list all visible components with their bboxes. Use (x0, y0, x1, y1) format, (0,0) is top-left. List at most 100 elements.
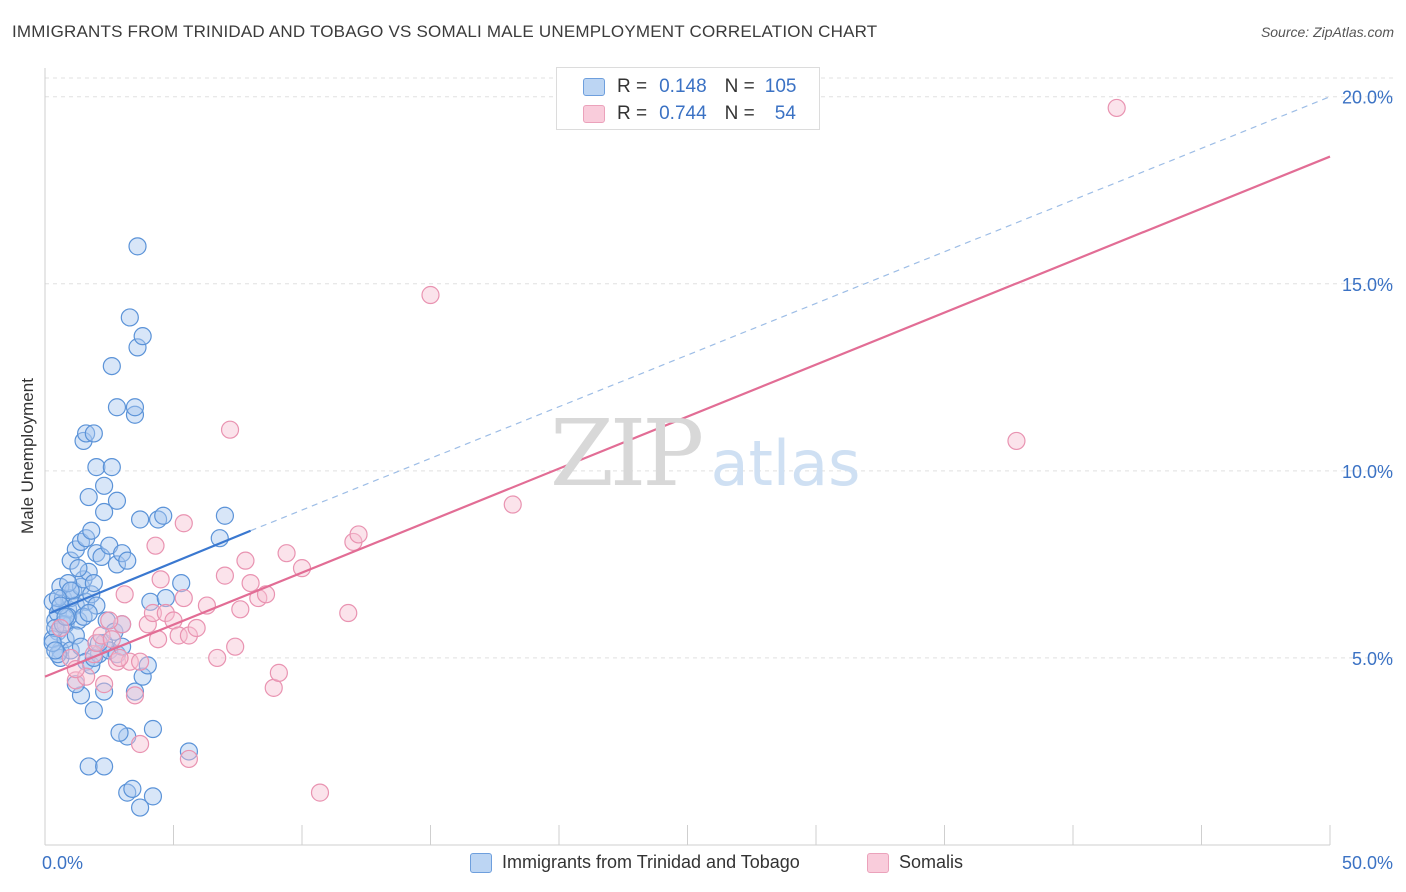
legend-r-label: R = (617, 103, 648, 124)
legend-swatch-blue (583, 78, 605, 96)
blue-point (141, 592, 160, 611)
blue-point (133, 327, 152, 346)
bottom-legend-pink: Somalis (867, 852, 963, 873)
blue-point (102, 356, 121, 376)
blue-point (215, 506, 234, 525)
pink-point (125, 686, 145, 705)
pink-point (100, 611, 119, 630)
blue-point (79, 487, 98, 507)
bottom-legend-label-pink: Somalis (899, 852, 964, 872)
blue-point (69, 559, 88, 578)
source-label: Source: ZipAtlas.com (1260, 24, 1394, 40)
chart-title: IMMIGRANTS FROM TRINIDAD AND TOBAGO VS S… (12, 22, 878, 41)
pink-point (130, 652, 150, 671)
blue-point (84, 424, 103, 443)
legend-n-label: N = (724, 76, 755, 97)
legend-row-pink: R = 0.744 N = 54 (583, 101, 796, 127)
pink-point (174, 514, 193, 533)
x-tick-label: 0.0% (42, 853, 83, 873)
blue-point (87, 596, 106, 615)
blue-point (125, 405, 145, 424)
blue-point (123, 779, 142, 798)
blue-point (125, 398, 145, 417)
y-tick-label: 20.0% (1342, 88, 1393, 108)
blue-point (130, 798, 150, 817)
blue-point (110, 723, 129, 742)
pink-point (349, 525, 368, 544)
blue-point (79, 562, 98, 581)
pink-point (138, 615, 157, 634)
blue-point (143, 787, 163, 806)
legend-swatch-pink (583, 105, 605, 123)
y-tick-label: 5.0% (1352, 649, 1393, 669)
bottom-legend-label-blue: Immigrants from Trinidad and Tobago (502, 852, 800, 872)
blue-point (179, 742, 199, 761)
legend-r-label: R = (617, 76, 648, 97)
blue-point (107, 491, 127, 510)
pink-point (269, 663, 288, 682)
pink-point (130, 734, 150, 754)
blue-point (95, 757, 114, 776)
blue-point (59, 573, 78, 593)
pink-point (220, 420, 240, 439)
legend-r-value: 0.744 (659, 103, 707, 124)
pink-point (95, 675, 114, 694)
pink-point (231, 600, 250, 619)
x-tick-label: 50.0% (1342, 853, 1393, 873)
pink-point (120, 652, 139, 671)
blue-point (95, 476, 114, 495)
pink-point (151, 570, 170, 589)
pink-point (339, 603, 358, 623)
blue-point (128, 237, 147, 256)
blue-point (156, 588, 175, 608)
legend-n-value: 105 (764, 76, 797, 97)
pink-point (236, 551, 255, 570)
pink-point (179, 749, 199, 769)
blue-point (154, 506, 173, 525)
blue-point (133, 667, 152, 686)
pink-point (256, 585, 276, 604)
blue-point (84, 701, 103, 720)
pink-point (115, 585, 134, 604)
bottom-legend-blue: Immigrants from Trinidad and Tobago (470, 852, 800, 873)
pink-point (215, 566, 234, 585)
blue-point (87, 458, 106, 477)
pink-point (179, 626, 199, 645)
blue-point (107, 398, 127, 417)
pink-point (421, 285, 440, 305)
blue-point (79, 757, 98, 776)
blue-point (66, 626, 85, 645)
blue-point (95, 502, 114, 522)
blue-point (172, 573, 191, 593)
pink-point (277, 544, 296, 563)
pink-point (241, 573, 260, 593)
pink-point (92, 626, 111, 645)
bottom-legend-swatch-pink (867, 852, 889, 873)
pink-point (226, 637, 245, 656)
blue-trend-dashed (250, 96, 1331, 532)
blue-point (56, 607, 75, 626)
blue-point (143, 719, 163, 739)
blue-point (46, 641, 65, 660)
blue-point (128, 338, 147, 357)
blue-point (118, 551, 137, 570)
blue-point (107, 555, 127, 574)
pink-point (169, 626, 188, 645)
blue-point (43, 633, 62, 653)
y-axis-title: Male Unemployment (18, 378, 37, 534)
bottom-legend-swatch-blue (470, 852, 492, 873)
y-tick-label: 10.0% (1342, 462, 1393, 482)
blue-point (84, 573, 103, 593)
blue-point (61, 551, 80, 570)
pink-point (77, 667, 96, 686)
pink-point (503, 495, 522, 514)
pink-point (1007, 431, 1026, 451)
blue-point (120, 308, 139, 327)
blue-point (79, 603, 98, 623)
pink-point (143, 603, 163, 623)
pink-point (1107, 98, 1126, 118)
blue-point (77, 424, 96, 443)
correlation-legend: R = 0.148 N = 105 R = 0.744 N = 54 (556, 67, 820, 130)
pink-point (51, 618, 70, 638)
pink-point (208, 648, 227, 668)
